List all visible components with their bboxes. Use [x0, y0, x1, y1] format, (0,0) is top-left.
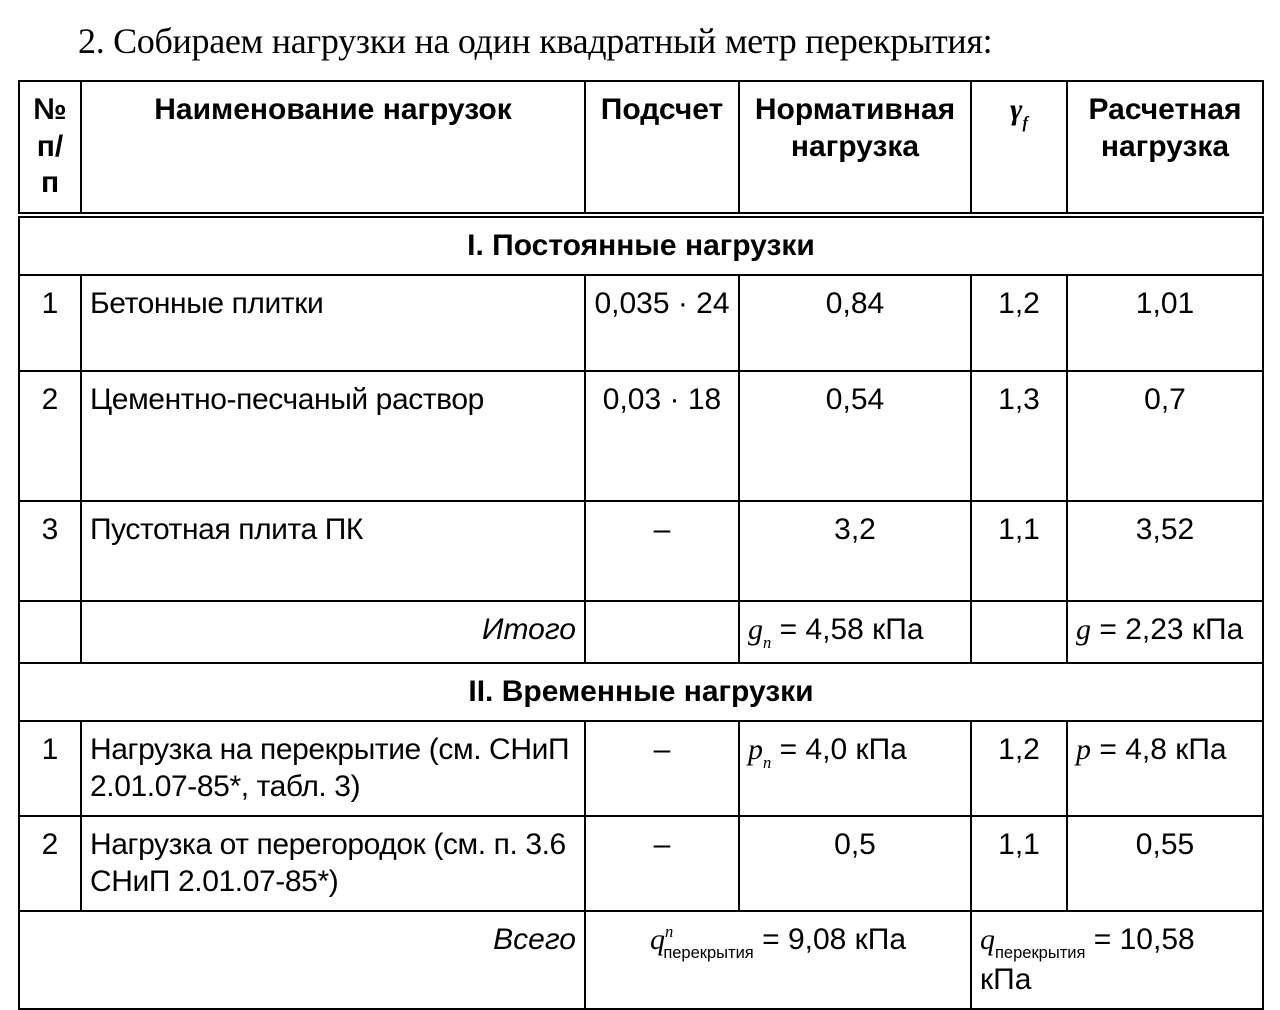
table-caption: 2. Собираем нагрузки на один квадратный …: [18, 20, 1262, 80]
vsego-norm: qnперекрытия = 9,08 кПа: [585, 911, 971, 1009]
itogo-row: Итого gn = 4,58 кПа g = 2,23 кПа: [19, 601, 1263, 662]
vsego-row: Всего q n перекрытия = 9,08 кПа qперекрыти…: [19, 911, 1263, 1009]
col-header-num: № п/п: [19, 81, 81, 215]
cell-norm: 3,2: [739, 501, 971, 601]
cell-calc: –: [585, 816, 739, 911]
cell-des: 3,52: [1067, 501, 1263, 601]
col-header-name: Наименование нагрузок: [81, 81, 585, 215]
cell-gamma: 1,2: [971, 721, 1067, 816]
itogo-norm-sub: n: [763, 633, 771, 652]
cell-des: 1,01: [1067, 275, 1263, 371]
cell-num: 2: [19, 816, 81, 911]
cell-calc: 0,035 · 24: [585, 275, 739, 371]
cell-norm: pn = 4,0 кПа: [739, 721, 971, 816]
gamma-subscript: f: [1022, 113, 1028, 132]
loads-table: № п/п Наименование нагрузок Подсчет Норм…: [18, 80, 1264, 1010]
vsego-des-sub: перекрытия: [995, 944, 1085, 962]
des-val: = 4,8 кПа: [1091, 733, 1227, 766]
cell-gamma: 1,2: [971, 275, 1067, 371]
table-row: 2 Цементно-песчаный раствор 0,03 · 18 0,…: [19, 371, 1263, 501]
cell-des: 0,7: [1067, 371, 1263, 501]
vsego-norm-val: = 9,08 кПа: [754, 923, 906, 956]
section-row-1: I. Постоянные нагрузки: [19, 215, 1263, 276]
itogo-norm-val: = 4,58 кПа: [771, 613, 923, 646]
col-header-norm: Нормативная нагрузка: [739, 81, 971, 215]
vsego-norm-sub: перекрытия: [663, 944, 753, 962]
col-header-gamma: γf: [971, 81, 1067, 215]
col-header-calc: Подсчет: [585, 81, 739, 215]
cell-name: Бетонные плитки: [81, 275, 585, 371]
table-row: 2 Нагрузка от перегородок (см. п. 3.6 СН…: [19, 816, 1263, 911]
norm-val: = 4,0 кПа: [771, 733, 907, 766]
table-row: 3 Пустотная плита ПК – 3,2 1,1 3,52: [19, 501, 1263, 601]
itogo-label: Итого: [81, 601, 585, 662]
section-1-title: I. Постоянные нагрузки: [19, 215, 1263, 276]
cell-name: Пустотная плита ПК: [81, 501, 585, 601]
cell-name: Нагрузка на перекрытие (см. СНиП 2.01.07…: [81, 721, 585, 816]
vsego-des: qперекрытия = 10,58 кПа: [971, 911, 1263, 1009]
cell-norm: 0,54: [739, 371, 971, 501]
cell-gamma: 1,1: [971, 501, 1067, 601]
vsego-des-var: q: [980, 923, 995, 956]
itogo-des-var: g: [1076, 613, 1091, 646]
cell-norm: 0,5: [739, 816, 971, 911]
cell-empty: [585, 601, 739, 662]
col-header-des: Расчетная нагрузка: [1067, 81, 1263, 215]
cell-calc: –: [585, 721, 739, 816]
table-row: 1 Бетонные плитки 0,035 · 24 0,84 1,2 1,…: [19, 275, 1263, 371]
gamma-symbol: γ: [1010, 93, 1022, 126]
cell-des: p = 4,8 кПа: [1067, 721, 1263, 816]
cell-num: 2: [19, 371, 81, 501]
cell-des: 0,55: [1067, 816, 1263, 911]
vsego-norm-sup: n: [665, 922, 673, 941]
cell-norm: 0,84: [739, 275, 971, 371]
des-var: p: [1076, 733, 1091, 766]
cell-calc: 0,03 · 18: [585, 371, 739, 501]
itogo-des: g = 2,23 кПа: [1067, 601, 1263, 662]
cell-num: 1: [19, 275, 81, 371]
cell-empty: [971, 601, 1067, 662]
section-2-title: II. Временные нагрузки: [19, 663, 1263, 722]
cell-gamma: 1,1: [971, 816, 1067, 911]
cell-num: 3: [19, 501, 81, 601]
section-row-2: II. Временные нагрузки: [19, 663, 1263, 722]
itogo-norm: gn = 4,58 кПа: [739, 601, 971, 662]
table-row: 1 Нагрузка на перекрытие (см. СНиП 2.01.…: [19, 721, 1263, 816]
cell-name: Нагрузка от перегородок (см. п. 3.6 СНиП…: [81, 816, 585, 911]
norm-sub: n: [763, 753, 771, 772]
vsego-label: Всего: [19, 911, 585, 1009]
cell-gamma: 1,3: [971, 371, 1067, 501]
itogo-norm-var: g: [748, 613, 763, 646]
cell-calc: –: [585, 501, 739, 601]
norm-var: p: [748, 733, 763, 766]
itogo-des-val: = 2,23 кПа: [1091, 613, 1243, 646]
cell-num: 1: [19, 721, 81, 816]
cell-name: Цементно-песчаный раствор: [81, 371, 585, 501]
table-header-row: № п/п Наименование нагрузок Подсчет Норм…: [19, 81, 1263, 215]
cell-empty: [19, 601, 81, 662]
